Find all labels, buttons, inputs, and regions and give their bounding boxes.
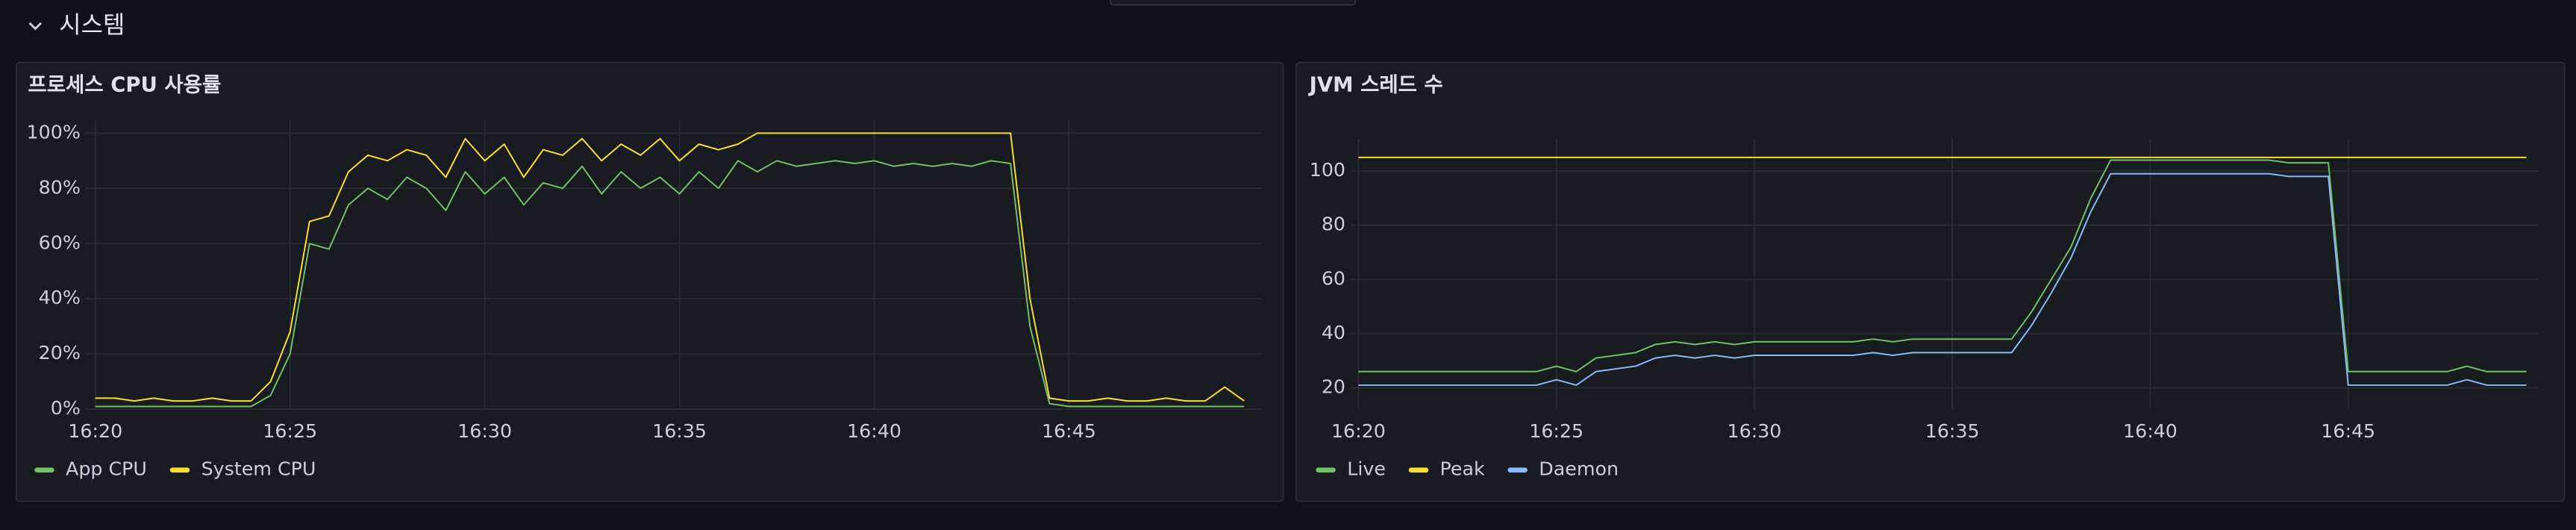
legend-label[interactable]: Peak — [1440, 458, 1485, 480]
y-tick-label: 40% — [39, 287, 81, 308]
y-tick-label: 100% — [27, 121, 81, 143]
y-tick-label: 0% — [51, 397, 81, 419]
x-tick-label: 16:25 — [1529, 420, 1584, 442]
legend-label[interactable]: App CPU — [66, 458, 147, 480]
panel-title: 프로세스 CPU 사용률 — [28, 72, 221, 96]
x-tick-label: 16:20 — [68, 420, 122, 442]
x-tick-label: 16:20 — [1331, 420, 1386, 442]
legend-swatch — [169, 467, 190, 473]
legend-swatch — [1316, 467, 1336, 473]
legend-label[interactable]: Daemon — [1539, 458, 1619, 480]
legend-swatch — [1507, 467, 1528, 473]
x-tick-label: 16:45 — [1042, 420, 1096, 442]
x-tick-label: 16:40 — [847, 420, 901, 442]
y-tick-label: 100 — [1310, 159, 1345, 181]
legend-swatch — [1408, 467, 1429, 473]
x-tick-label: 16:35 — [652, 420, 707, 442]
legend-label[interactable]: Live — [1347, 458, 1386, 480]
y-tick-label: 80 — [1322, 213, 1345, 235]
series-line — [95, 132, 1245, 402]
y-tick-label: 20 — [1322, 376, 1345, 398]
x-tick-label: 16:25 — [263, 420, 317, 442]
y-tick-label: 60% — [39, 231, 81, 253]
y-tick-label: 60 — [1322, 267, 1345, 289]
series-line — [1358, 159, 2527, 372]
legend-swatch — [34, 467, 54, 473]
x-tick-label: 16:30 — [1727, 420, 1781, 442]
section-title[interactable]: 시스템 — [59, 10, 125, 39]
panel-title: JVM 스레드 수 — [1308, 72, 1443, 96]
collapse-chevron[interactable] — [28, 22, 43, 31]
y-tick-label: 20% — [39, 342, 81, 364]
x-tick-label: 16:45 — [2321, 420, 2375, 442]
x-tick-label: 16:35 — [1925, 420, 1980, 442]
panel — [1295, 61, 2566, 502]
series-line — [1358, 172, 2527, 386]
y-tick-label: 40 — [1322, 322, 1345, 343]
series-line — [95, 160, 1245, 408]
y-tick-label: 80% — [39, 176, 81, 198]
panel — [16, 61, 1284, 502]
legend-label[interactable]: System CPU — [201, 458, 316, 480]
top-handle — [1110, 0, 1357, 6]
x-tick-label: 16:30 — [457, 420, 512, 442]
x-tick-label: 16:40 — [2123, 420, 2178, 442]
